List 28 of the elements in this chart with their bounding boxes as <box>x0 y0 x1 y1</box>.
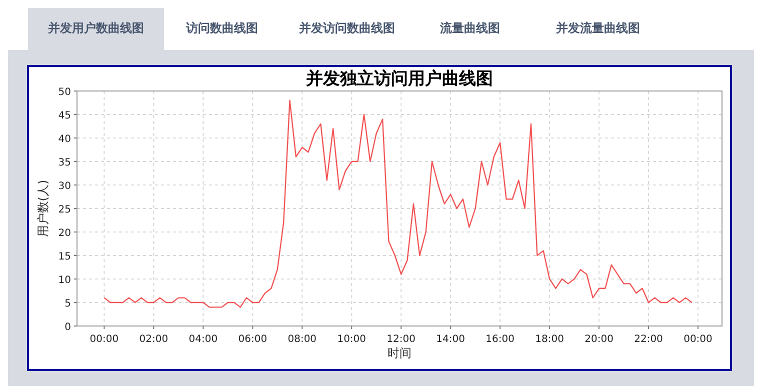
y-tick-label: 30 <box>58 181 71 192</box>
x-tick-label: 04:00 <box>188 334 218 345</box>
chart-title: 并发独立访问用户曲线图 <box>305 69 493 89</box>
x-tick-label: 06:00 <box>238 334 268 345</box>
x-tick-label: 02:00 <box>139 334 168 345</box>
x-tick-label: 08:00 <box>288 334 317 345</box>
x-tick-label: 12:00 <box>386 334 416 345</box>
x-axis-title: 时间 <box>388 346 412 360</box>
x-tick-label: 18:00 <box>535 334 564 345</box>
y-tick-label: 35 <box>58 158 71 168</box>
y-tick-label: 5 <box>64 298 71 310</box>
x-tick-label: 16:00 <box>486 334 514 345</box>
tabs: 并发用户数曲线图 访问数曲线图 并发访问数曲线图 流量曲线图 并发流量曲线图 <box>28 8 640 50</box>
y-tick-label: 45 <box>58 110 71 122</box>
y-tick-label: 50 <box>58 87 71 98</box>
y-axis-title: 用户数(人) <box>36 180 50 238</box>
y-tick-label: 15 <box>58 252 71 262</box>
y-tick-label: 0 <box>64 322 71 333</box>
y-tick-label: 10 <box>58 275 71 286</box>
x-tick-label: 00:00 <box>684 334 712 345</box>
y-tick-label: 40 <box>58 134 71 145</box>
x-tick-label: 00:00 <box>90 334 119 345</box>
y-tick-label: 20 <box>58 228 71 239</box>
x-tick-label: 10:00 <box>337 334 366 345</box>
y-tick-label: 25 <box>58 204 71 216</box>
x-tick-label: 14:00 <box>436 334 466 345</box>
x-tick-label: 20:00 <box>584 334 614 345</box>
x-tick-label: 22:00 <box>634 334 663 345</box>
